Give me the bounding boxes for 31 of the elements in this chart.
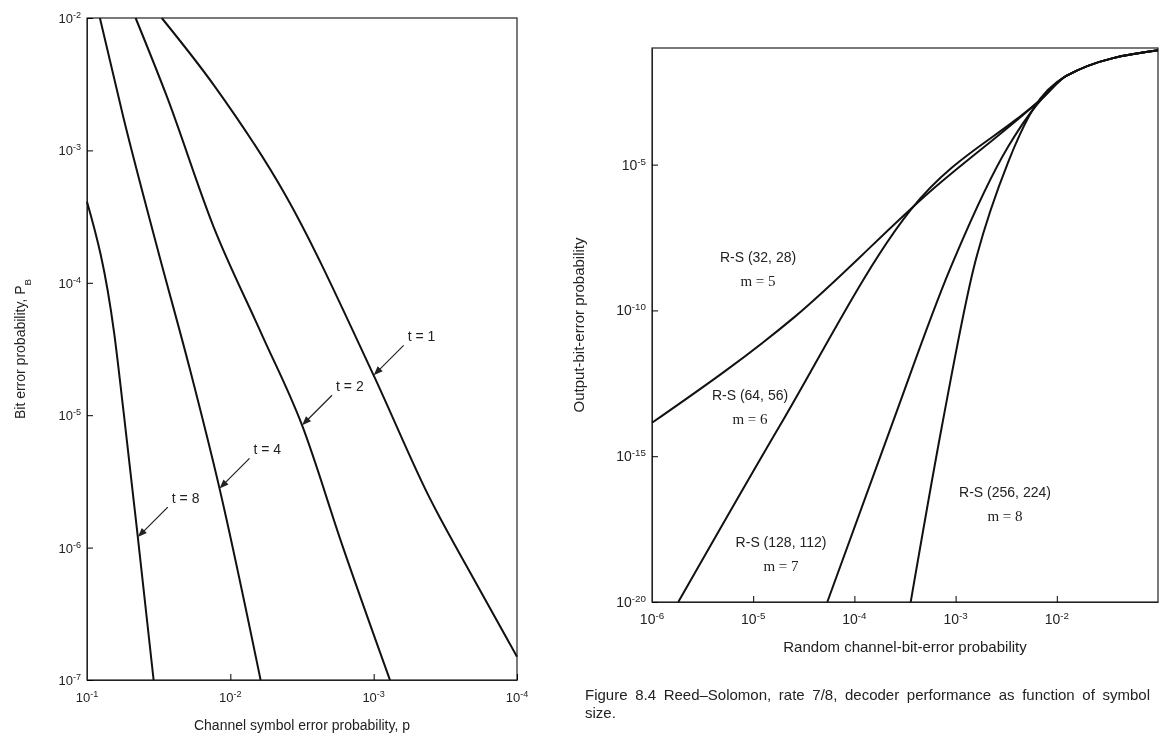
x-axis-title: Channel symbol error probability, p [193, 717, 411, 733]
x-tick-label: 10$^{-3}$ [362, 689, 385, 705]
x-axis-title: Random channel-bit-error probability [783, 638, 1028, 655]
x-tick-label: 10$^{-3}$ [943, 609, 969, 627]
x-tick-label: 10$^{-4}$ [842, 609, 868, 627]
annotation: R-S (32, 28) m = 5 [719, 249, 797, 289]
x-tick-label: 10$^{-6}$ [639, 609, 665, 627]
annotation: R-S (64, 56) m = 6 [711, 387, 789, 427]
annotation: R-S (256, 224) m = 8 [959, 484, 1051, 524]
caption: Figure 8.4 Reed–Solomon, rate 7/8, decoder performance as function of symbol size. [585, 686, 1150, 722]
x-tick-label: 10$^{-4}$ [505, 689, 529, 705]
x-tick-label: 10$^{-2}$ [219, 689, 242, 705]
y-tick-label: 10$^{-7}$ [58, 672, 81, 688]
y-tick-label: 10$^{-4}$ [58, 274, 81, 291]
annotation: t = 2 [336, 378, 364, 395]
y-axis-title: Output-bit-error probability [570, 236, 587, 413]
x-tick-label: 10$^{-1}$ [75, 689, 99, 705]
y-tick-label: 10$^{-15}$ [616, 446, 647, 465]
x-tick-label: 10$^{-2}$ [1044, 609, 1069, 627]
annotation: t = 1 [407, 328, 436, 345]
y-tick-label: 10$^{-2}$ [58, 10, 81, 26]
annotation: R-S (128, 112) m = 7 [735, 534, 827, 574]
y-tick-label: 10$^{-5}$ [58, 407, 81, 424]
x-tick-label: 10$^{-5}$ [741, 609, 766, 627]
annotation: t = 4 [253, 441, 282, 458]
y-tick-label: 10$^{-20}$ [616, 592, 647, 610]
y-tick-label: 10$^{-10}$ [616, 300, 647, 319]
y-tick-label: 10$^{-3}$ [58, 142, 81, 159]
annotation: t = 8 [171, 490, 200, 507]
y-tick-label: 10$^{-6}$ [58, 539, 81, 556]
y-tick-label: 10$^{-5}$ [621, 155, 647, 173]
